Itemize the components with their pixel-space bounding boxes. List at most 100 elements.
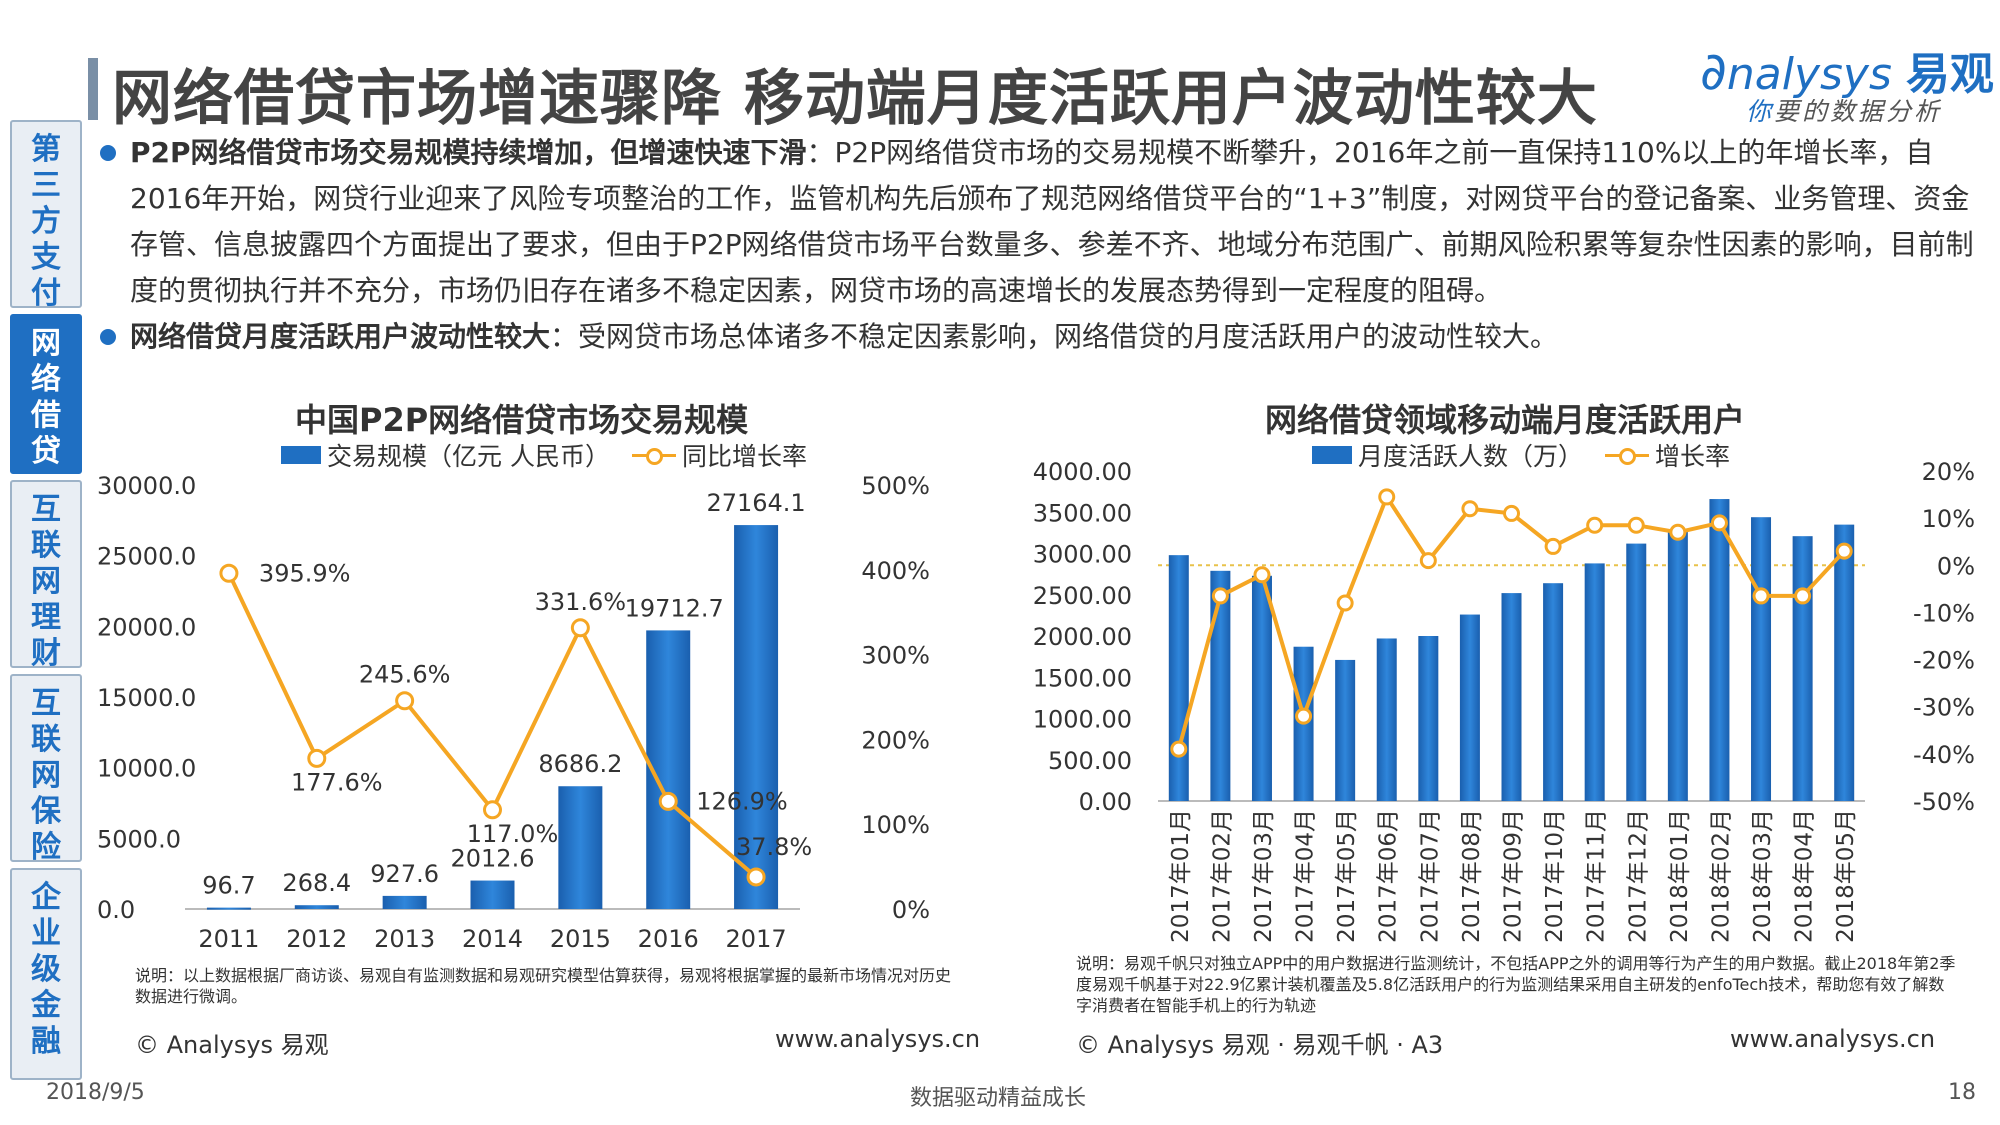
sidebar-char: 互 bbox=[31, 492, 61, 527]
x-tick-label: 2017年12月 bbox=[1625, 809, 1651, 943]
y-left-tick-label: 500.00 bbox=[1048, 747, 1132, 775]
y-left-tick-label: 2500.00 bbox=[1033, 582, 1132, 610]
p2p-market-chart: 中国P2P网络借贷市场交易规模 交易规模（亿元 人民币） 同比增长率 0.0 50… bbox=[95, 395, 1015, 1075]
sidebar-char: 付 bbox=[31, 276, 61, 311]
y-left-tick-label: 4000.00 bbox=[1033, 458, 1132, 486]
chart-url[interactable]: www.analysys.cn bbox=[775, 1025, 981, 1053]
legend-bar-swatch bbox=[1312, 446, 1352, 464]
bar bbox=[734, 525, 779, 909]
legend-bar-label: 交易规模（亿元 人民币） bbox=[327, 442, 610, 471]
sidebar-item-third-party-payment[interactable]: 第三方支付 bbox=[10, 120, 82, 311]
x-tick-label: 2017年09月 bbox=[1501, 809, 1527, 943]
bar bbox=[558, 786, 603, 909]
x-tick-label: 2012 bbox=[286, 925, 347, 953]
legend-line-label: 同比增长率 bbox=[681, 442, 807, 471]
chart-url[interactable]: www.analysys.cn bbox=[1730, 1025, 1936, 1053]
growth-rate-point bbox=[746, 867, 766, 887]
growth-rate-point bbox=[1378, 488, 1396, 506]
y-left-tick-label: 10000.0 bbox=[97, 755, 196, 783]
growth-rate-point bbox=[307, 748, 327, 768]
bar bbox=[1251, 575, 1272, 801]
y-right-tick-label: 200% bbox=[861, 726, 930, 754]
chart-legend: 交易规模（亿元 人民币） 同比增长率 bbox=[281, 437, 807, 473]
y-left-tick-label: 1500.00 bbox=[1033, 664, 1132, 692]
sidebar-char: 融 bbox=[31, 1024, 61, 1059]
sidebar-char: 方 bbox=[31, 204, 61, 239]
y-right-tick-label: -30% bbox=[1913, 694, 1975, 722]
sidebar-char: 联 bbox=[31, 528, 61, 563]
y-left-tick-label: 2000.00 bbox=[1033, 623, 1132, 651]
sidebar-char: 联 bbox=[31, 722, 61, 757]
y-right-tick-label: 300% bbox=[861, 642, 930, 670]
x-tick-label: 2018年05月 bbox=[1833, 809, 1859, 943]
sidebar-item-p2p-lending[interactable]: 网络借贷 bbox=[10, 314, 82, 474]
x-tick-label: 2011 bbox=[198, 925, 259, 953]
chart-title: 网络借贷领域移动端月度活跃用户 bbox=[1265, 401, 1746, 439]
growth-rate-label: 117.0% bbox=[467, 820, 559, 848]
bar bbox=[1626, 543, 1647, 801]
sidebar-char: 借 bbox=[31, 398, 61, 433]
sidebar-item-enterprise-finance[interactable]: 企业级金融 bbox=[10, 868, 82, 1080]
x-tick-label: 2017年07月 bbox=[1417, 809, 1443, 943]
growth-rate-point bbox=[1586, 516, 1604, 534]
bar-value-label: 96.7 bbox=[202, 872, 255, 900]
growth-rate-point bbox=[1170, 740, 1188, 758]
bar bbox=[294, 905, 339, 909]
growth-rate-label: 245.6% bbox=[359, 661, 451, 689]
logo-slogan: 你要的数据分析 bbox=[1746, 97, 1943, 126]
bar bbox=[1792, 536, 1813, 801]
sidebar: 第三方支付 网络借贷 互联网理财 互联网保险 企业级金融 bbox=[10, 120, 82, 1080]
x-tick-label: 2013 bbox=[374, 925, 435, 953]
growth-rate-label: 37.8% bbox=[736, 833, 812, 861]
x-tick-label: 2018年04月 bbox=[1792, 809, 1818, 943]
y-right-tick-label: 100% bbox=[861, 811, 930, 839]
growth-rate-label: 126.9% bbox=[696, 787, 788, 815]
bar bbox=[1418, 636, 1439, 801]
growth-rate-point bbox=[219, 563, 239, 583]
y-right-tick-label: -50% bbox=[1913, 788, 1975, 816]
sidebar-char: 业 bbox=[31, 916, 61, 951]
growth-rate-point bbox=[1211, 587, 1229, 605]
bar-value-label: 8686.2 bbox=[538, 750, 622, 778]
chart-note: 说明：易观千帆只对独立APP中的用户数据进行监测统计，不包括APP之外的调用等行… bbox=[1076, 954, 1956, 1015]
y-left-tick-label: 30000.0 bbox=[97, 472, 196, 500]
sidebar-char: 网 bbox=[31, 564, 61, 599]
x-tick-label: 2017年10月 bbox=[1542, 809, 1568, 943]
growth-rate-point bbox=[1752, 587, 1770, 605]
x-tick-label: 2016 bbox=[638, 925, 699, 953]
x-tick-label: 2018年02月 bbox=[1708, 809, 1734, 943]
growth-rate-label: 395.9% bbox=[259, 559, 351, 587]
x-tick-label: 2017年08月 bbox=[1459, 809, 1485, 943]
bar-value-label: 927.6 bbox=[370, 860, 439, 888]
y-left-tick-label: 25000.0 bbox=[97, 543, 196, 571]
bar bbox=[1834, 524, 1855, 801]
growth-rate-point bbox=[658, 791, 678, 811]
x-tick-label: 2017年03月 bbox=[1251, 809, 1277, 943]
bullet-list: P2P网络借贷市场交易规模持续增加，但增速快速下滑：P2P网络借贷市场的交易规模… bbox=[100, 130, 1980, 360]
sidebar-item-online-insurance[interactable]: 互联网保险 bbox=[10, 674, 82, 865]
sidebar-char: 保 bbox=[31, 794, 61, 829]
bar-value-label: 2012.6 bbox=[451, 845, 535, 873]
bar bbox=[1459, 614, 1480, 801]
y-left-tick-label: 3000.00 bbox=[1033, 541, 1132, 569]
legend-line-swatch bbox=[1605, 446, 1650, 465]
y-left-tick-label: 0.00 bbox=[1079, 788, 1132, 816]
x-tick-label: 2018年01月 bbox=[1667, 809, 1693, 943]
bar bbox=[1335, 659, 1356, 801]
chart-source: © Analysys 易观 bbox=[135, 1031, 329, 1059]
y-right-tick-label: -40% bbox=[1913, 741, 1975, 769]
y-left-tick-label: 20000.0 bbox=[97, 613, 196, 641]
bar bbox=[1210, 570, 1231, 801]
x-tick-label: 2017年01月 bbox=[1168, 809, 1194, 943]
bar bbox=[470, 880, 515, 909]
sidebar-char: 三 bbox=[31, 168, 61, 203]
chart-note: 说明：以上数据根据厂商访谈、易观自有监测数据和易观研究模型估算获得，易观将根据掌… bbox=[135, 966, 952, 1006]
footer-slogan: 数据驱动精益成长 bbox=[910, 1086, 1087, 1111]
y-right-tick-label: 0% bbox=[1937, 552, 1975, 580]
sidebar-item-online-wealth-mgmt[interactable]: 互联网理财 bbox=[10, 480, 82, 671]
bar-value-label: 27164.1 bbox=[706, 489, 805, 517]
y-left-tick-label: 3500.00 bbox=[1033, 499, 1132, 527]
x-tick-label: 2017年11月 bbox=[1584, 809, 1610, 943]
sidebar-char: 金 bbox=[31, 988, 61, 1023]
y-right-tick-label: 0% bbox=[892, 896, 930, 924]
